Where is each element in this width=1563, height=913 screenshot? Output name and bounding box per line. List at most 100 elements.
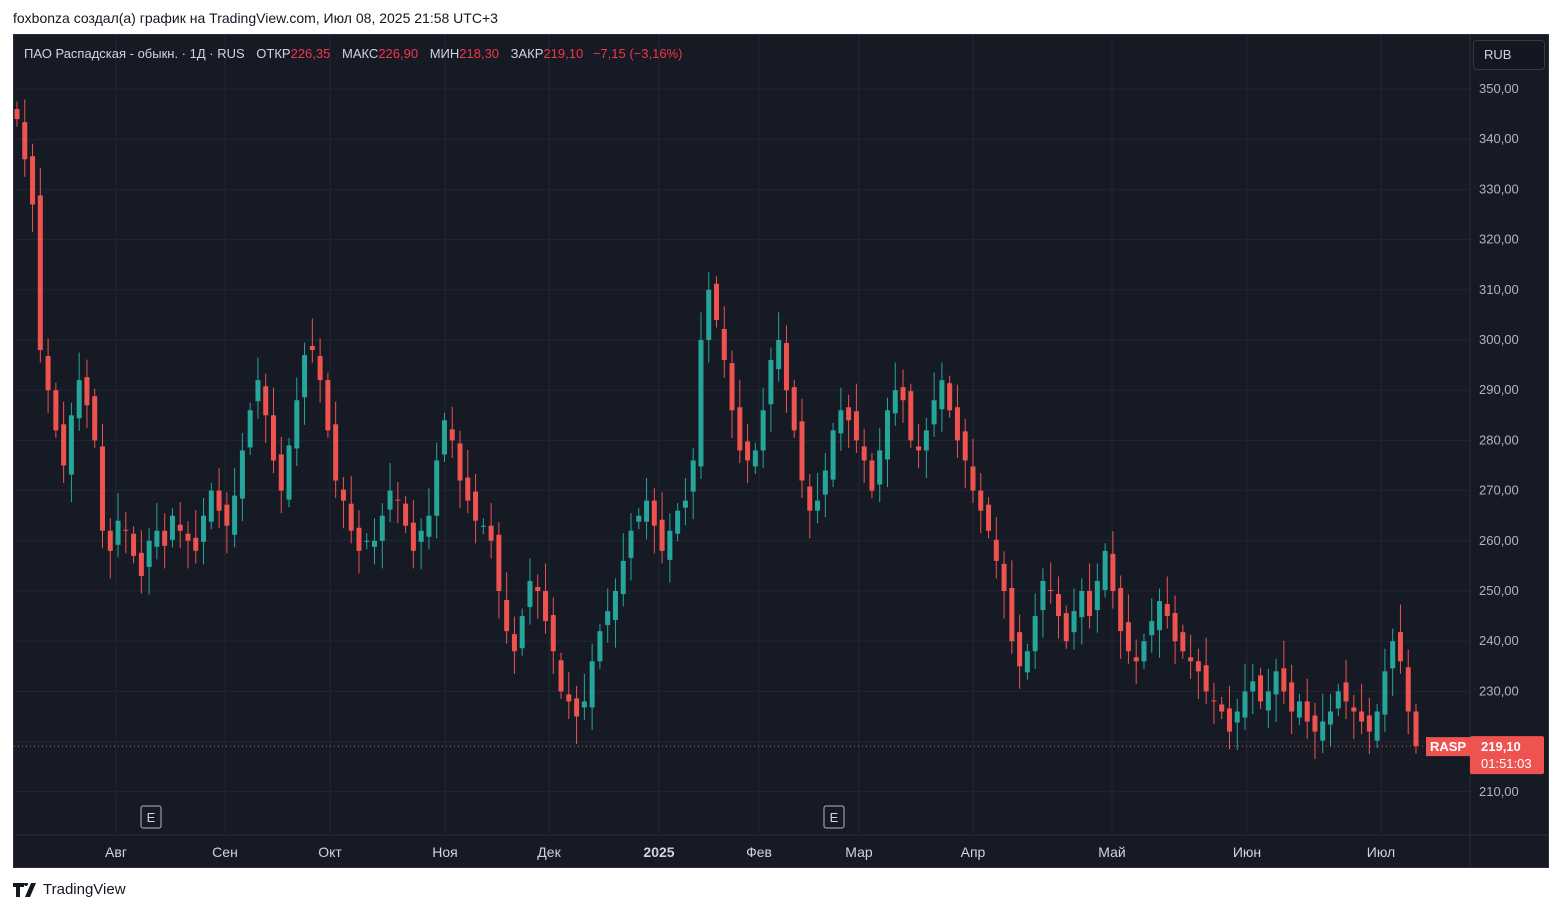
y-tick-label: 310,00: [1479, 282, 1519, 297]
candle-body: [923, 430, 929, 451]
candle-body: [1281, 668, 1287, 692]
candle-body: [690, 460, 696, 492]
earnings-marker: [140, 805, 162, 829]
candle-body: [846, 407, 852, 421]
candle-body: [1413, 711, 1419, 747]
countdown-label: 01:51:03: [1481, 756, 1532, 771]
candle-body: [263, 386, 269, 416]
y-tick-label: 270,00: [1479, 483, 1519, 498]
candle-body: [30, 156, 36, 205]
ticker-badge: [1426, 737, 1470, 757]
y-tick-label: 320,00: [1479, 232, 1519, 247]
candle-body: [752, 450, 758, 467]
candle-body: [14, 109, 20, 120]
candle-body: [776, 340, 782, 370]
candle-body: [387, 490, 393, 510]
candle-body: [1211, 700, 1217, 702]
candle-body: [1296, 701, 1302, 718]
candle-body: [682, 500, 688, 508]
x-tick-label: Авг: [105, 844, 127, 860]
candle-body: [348, 503, 354, 531]
candle-body: [68, 415, 74, 475]
candle-body: [1017, 632, 1023, 667]
candle-body: [177, 524, 183, 531]
symbol-description: ПАО Распадская - обыкн. · 1Д · RUS: [24, 46, 245, 61]
candle-body: [993, 539, 999, 561]
candle-body: [1289, 682, 1295, 712]
candle-body: [449, 429, 455, 441]
candle-body: [302, 355, 308, 398]
x-tick-label: Май: [1098, 844, 1125, 860]
candle-body: [356, 527, 362, 551]
candle-body: [511, 634, 517, 652]
ticker-label: RASP: [1430, 739, 1466, 754]
candle-body: [480, 525, 486, 527]
candle-body: [574, 698, 580, 717]
candle-body: [45, 356, 51, 391]
x-tick-label: Сен: [212, 844, 238, 860]
candle-body: [1001, 563, 1007, 591]
x-tick-label: Апр: [961, 844, 986, 860]
tradingview-logo-icon: [13, 882, 36, 897]
candle-body: [193, 537, 199, 551]
candlestick-chart[interactable]: 210,00220,00230,00240,00250,00260,00270,…: [14, 35, 1549, 868]
candle-body: [1172, 613, 1178, 642]
candle-body: [496, 534, 502, 591]
candle-body: [1250, 681, 1256, 692]
y-tick-label: 350,00: [1479, 81, 1519, 96]
candle-body: [1141, 641, 1147, 662]
close-label: ЗАКР: [510, 46, 544, 61]
candle-body: [372, 540, 378, 547]
candle-body: [488, 525, 494, 541]
candle-body: [340, 489, 346, 501]
candle-body: [1110, 553, 1116, 591]
candle-body: [651, 500, 657, 526]
high-value: 226,90: [378, 46, 419, 61]
candle-body: [566, 694, 572, 702]
candle-body: [1079, 591, 1085, 618]
candle-body: [605, 611, 611, 626]
candle-body: [1397, 632, 1403, 662]
candle-body: [1382, 671, 1388, 715]
currency-button[interactable]: RUB: [1473, 40, 1545, 70]
high-label: МАКС: [341, 46, 379, 61]
candle-body: [1265, 691, 1271, 711]
candle-body: [620, 560, 626, 595]
candle-body: [1405, 667, 1411, 712]
candle-body: [550, 615, 556, 652]
candle-body: [1063, 613, 1069, 642]
candle-body: [208, 490, 214, 522]
candle-body: [61, 424, 67, 466]
candle-body: [232, 495, 238, 535]
candle-body: [1351, 707, 1357, 712]
tradingview-logo-text: TradingView: [43, 881, 126, 898]
candle-body: [900, 387, 906, 401]
candle-body: [838, 410, 844, 434]
candle-body: [247, 410, 253, 448]
candle-body: [426, 515, 432, 537]
candle-body: [706, 289, 712, 340]
x-tick-label: Дек: [537, 844, 561, 860]
chart-panel[interactable]: 210,00220,00230,00240,00250,00260,00270,…: [13, 34, 1549, 868]
candle-body: [822, 470, 828, 495]
candle-body: [916, 446, 922, 451]
candle-body: [830, 430, 836, 480]
candle-body: [1234, 711, 1240, 723]
candle-body: [1071, 611, 1077, 633]
candle-body: [760, 410, 766, 451]
candle-body: [954, 407, 960, 441]
ohlc-legend: ПАО Распадская - обыкн. · 1Д · RUS ОТКР2…: [24, 46, 682, 61]
candle-body: [239, 450, 245, 499]
candle-body: [154, 530, 160, 547]
candle-body: [309, 346, 315, 351]
tradingview-logo[interactable]: TradingView: [13, 881, 126, 898]
candle-body: [1188, 657, 1194, 662]
candle-body: [255, 380, 261, 402]
candle-body: [978, 490, 984, 511]
candle-body: [53, 390, 59, 431]
candle-body: [745, 441, 751, 461]
y-tick-label: 280,00: [1479, 432, 1519, 447]
candle-body: [333, 424, 339, 481]
candle-body: [1009, 587, 1015, 642]
candle-body: [1055, 594, 1061, 617]
